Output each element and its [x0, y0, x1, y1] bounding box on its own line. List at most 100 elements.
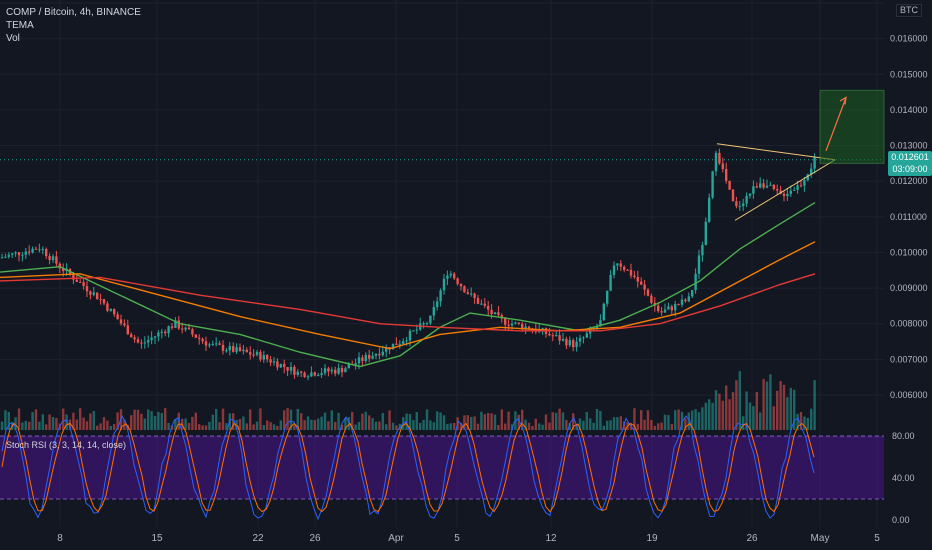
candle-body [456, 278, 459, 284]
volume-bar [660, 422, 663, 430]
candle-body [742, 203, 745, 207]
volume-bar [38, 421, 41, 430]
volume-bar [317, 418, 320, 430]
candle-body [415, 329, 418, 331]
volume-bar [789, 387, 792, 430]
chart-legend: COMP / Bitcoin, 4h, BINANCE TEMA Vol [6, 6, 141, 45]
volume-bar [752, 406, 755, 430]
candle-body [711, 171, 714, 198]
candle-body [412, 330, 415, 332]
candle-body [677, 303, 680, 305]
stoch-rsi-axis-label: 0.00 [892, 515, 910, 525]
candle-body [215, 343, 218, 345]
indicator-tema[interactable]: TEMA [6, 20, 34, 31]
candle-body [786, 193, 789, 197]
candle-body [619, 263, 622, 267]
volume-bar [551, 412, 554, 430]
candle-body [796, 185, 799, 190]
volume-bar [116, 412, 119, 430]
volume-bar [184, 418, 187, 430]
candle-body [789, 190, 792, 194]
candle-body [514, 322, 517, 324]
candle-body [150, 337, 153, 341]
candle-body [51, 256, 55, 261]
volume-bar [330, 410, 333, 430]
candle-body [167, 326, 170, 334]
volume-bar [527, 422, 531, 430]
volume-bar [174, 418, 177, 430]
candle-body [555, 335, 558, 337]
time-axis-label: 22 [252, 533, 264, 544]
candle-body [279, 364, 282, 368]
volume-bar [113, 424, 116, 430]
volume-bar [140, 413, 143, 430]
volume-bar [208, 421, 211, 430]
volume-bar [153, 416, 157, 430]
candle-body [759, 183, 762, 188]
currency-unit-badge[interactable]: BTC [896, 4, 922, 17]
candle-body [0, 257, 4, 259]
candle-body [524, 326, 527, 330]
candle-body [259, 352, 262, 360]
time-axis-label: 19 [646, 533, 658, 544]
volume-bar [572, 413, 575, 430]
volume-bar [697, 412, 701, 430]
volume-bar [45, 424, 48, 430]
volume-bar [653, 425, 656, 430]
volume-bar [51, 417, 55, 430]
volume-bar [133, 409, 136, 430]
volume-bar [701, 407, 704, 430]
candle-body [41, 249, 44, 251]
candle-body [123, 323, 126, 326]
volume-bar [504, 423, 507, 430]
volume-bar [289, 409, 293, 430]
candle-body [391, 343, 395, 350]
candle-body [765, 185, 769, 188]
volume-bar [633, 408, 636, 430]
candle-body [106, 303, 109, 311]
candle-body [490, 309, 493, 314]
candle-body [616, 263, 619, 266]
candle-body [507, 324, 510, 326]
volume-bar [85, 421, 89, 430]
candle-body [578, 338, 582, 342]
volume-bar [561, 412, 565, 430]
volume-bar [439, 412, 442, 430]
triangle-lower-trendline [734, 159, 836, 221]
candle-body [92, 292, 95, 295]
volume-bar [337, 412, 340, 430]
candle-body [442, 278, 446, 291]
symbol-title[interactable]: COMP / Bitcoin, 4h, BINANCE [6, 7, 141, 18]
volume-bar [4, 410, 7, 430]
volume-bar [164, 408, 167, 430]
volume-bar [463, 415, 466, 430]
candle-body [453, 273, 456, 279]
candle-body [527, 326, 531, 330]
candle-body [575, 341, 578, 348]
candle-body [11, 253, 14, 255]
volume-bar [667, 415, 670, 430]
candle-body [735, 201, 738, 207]
indicator-vol[interactable]: Vol [6, 33, 20, 44]
volume-bar [483, 414, 486, 430]
candle-body [184, 327, 187, 330]
candle-body [541, 328, 544, 330]
volume-bar [480, 411, 483, 430]
candle-body [466, 292, 469, 295]
volume-bar [616, 417, 619, 430]
candle-body [599, 320, 602, 327]
volume-bar [259, 408, 262, 430]
volume-bar [487, 413, 490, 430]
candle-body [194, 334, 197, 338]
stoch-rsi-title[interactable]: Stoch RSI (3, 3, 14, 14, close) [6, 440, 127, 450]
volume-bar [252, 424, 255, 430]
volume-bar [714, 390, 718, 430]
volume-bar [704, 402, 707, 430]
volume-bar [14, 417, 17, 430]
volume-bar [225, 423, 228, 430]
candle-body [694, 273, 697, 291]
volume-bar [340, 424, 344, 430]
target-zone-box [819, 89, 885, 164]
volume-bar [296, 408, 299, 430]
